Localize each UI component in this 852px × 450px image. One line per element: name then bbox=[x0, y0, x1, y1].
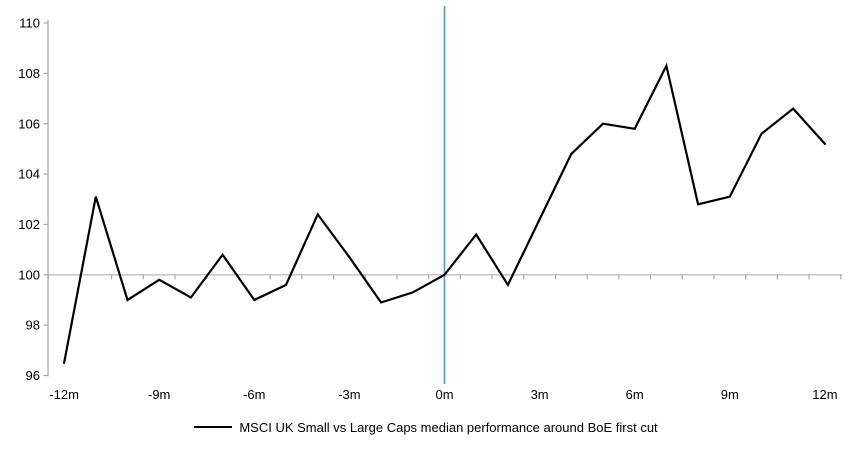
y-axis-tick-label: 110 bbox=[19, 16, 40, 31]
x-axis-tick-label: 0m bbox=[435, 387, 453, 402]
x-axis-tick-label: -3m bbox=[338, 387, 360, 402]
y-axis-tick-label: 106 bbox=[18, 116, 40, 131]
y-axis-tick-label: 108 bbox=[18, 66, 40, 81]
x-axis-tick-label: -12m bbox=[49, 387, 79, 402]
y-axis-tick-label: 100 bbox=[18, 267, 40, 282]
series-line bbox=[62, 62, 827, 364]
x-axis-tick-label: 3m bbox=[531, 387, 549, 402]
line-chart: 96 98 100 102 104 106 108 110 -12m -9m -6m -3m 0m 3m 6… bbox=[18, 6, 843, 402]
x-axis-tick-label: 9m bbox=[721, 387, 739, 402]
x-axis-tick-label: -9m bbox=[148, 387, 170, 402]
legend-line-swatch bbox=[194, 426, 233, 428]
legend-label: MSCI UK Small vs Large Caps median perfo… bbox=[239, 419, 658, 435]
x-axis-tick-label: 12m bbox=[812, 387, 837, 402]
y-axis-tick-label: 98 bbox=[26, 318, 40, 333]
y-axis-tick-label: 104 bbox=[18, 167, 40, 182]
x-axis-tick-label: 6m bbox=[626, 387, 644, 402]
y-axis-tick-label: 102 bbox=[18, 217, 40, 232]
x-axis-tick-label: -6m bbox=[243, 387, 265, 402]
legend: MSCI UK Small vs Large Caps median perfo… bbox=[0, 417, 852, 437]
y-axis-tick-label: 96 bbox=[26, 368, 40, 383]
